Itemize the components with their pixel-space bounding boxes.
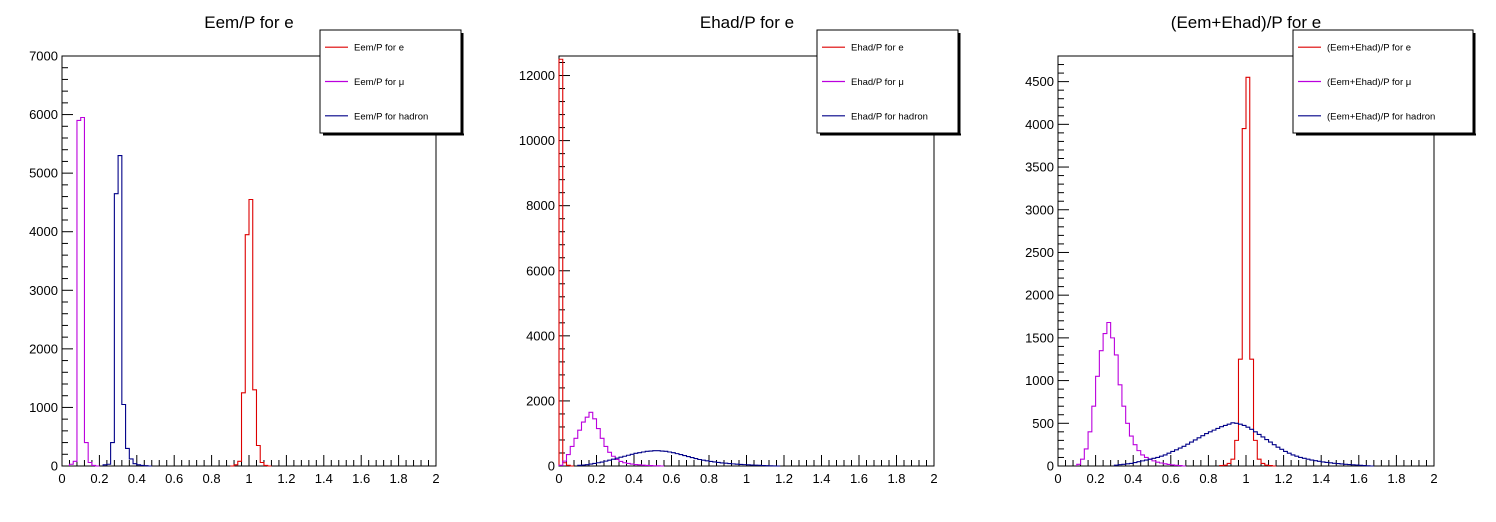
- chart-title: Eem/P for e: [204, 13, 293, 32]
- histogram-series-2: [68, 116, 100, 467]
- legend-label-2: Eem/P for μ: [354, 77, 404, 88]
- x-tick-label: 1: [743, 471, 750, 486]
- y-tick-label: 5000: [29, 166, 58, 181]
- y-tick-label: 3000: [1025, 202, 1054, 217]
- y-tick-label: 3000: [29, 283, 58, 298]
- legend-label-1: Eem/P for e: [354, 43, 404, 54]
- x-tick-label: 0.6: [165, 471, 183, 486]
- x-tick-label: 0.8: [700, 471, 718, 486]
- y-tick-label: 1000: [29, 400, 58, 415]
- x-tick-label: 1.8: [1387, 471, 1405, 486]
- y-tick-label: 4000: [526, 328, 555, 343]
- chart-panel-2: Ehad/P for e0 0.2 0.4 0.6 0.8 1 1.2 1.4 1.6 1.8 20…: [519, 13, 961, 486]
- x-tick-label: 0.4: [128, 471, 146, 486]
- y-tick-label: 4500: [1025, 74, 1054, 89]
- x-tick-label: 0.6: [1162, 471, 1180, 486]
- chart-panel-3: (Eem+Ehad)/P for e 0 0.2 0.4 0.6 0.8 1 1.2 1.4 1.…: [1025, 13, 1476, 486]
- legend-label-2: (Eem+Ehad)/P for μ: [1327, 77, 1411, 88]
- x-tick-label: 1.6: [352, 471, 370, 486]
- y-tick-label: 0: [548, 459, 555, 474]
- x-tick-label: 1.4: [1312, 471, 1330, 486]
- x-tick-label: 1.6: [850, 471, 868, 486]
- y-tick-label: 6000: [29, 107, 58, 122]
- legend: Ehad/P for e Ehad/P for μ Ehad/P for hadro…: [816, 29, 961, 136]
- x-tick-label: 1.4: [315, 471, 333, 486]
- legend-label-1: Ehad/P for e: [851, 43, 904, 54]
- legend-label-3: Eem/P for hadron: [354, 111, 428, 122]
- x-tick-label: 1.4: [812, 471, 830, 486]
- x-tick-label: 1: [1242, 471, 1249, 486]
- histogram-series-3: [577, 450, 781, 467]
- legend: (Eem+Ehad)/P for e (Eem+Ehad)/P for μ (Eem…: [1292, 29, 1476, 136]
- y-tick-label: 4000: [1025, 117, 1054, 132]
- histogram-series-1: [1219, 76, 1277, 467]
- x-tick-label: 1.6: [1350, 471, 1368, 486]
- y-tick-label: 0: [51, 459, 58, 474]
- x-tick-label: 0.2: [1087, 471, 1105, 486]
- legend-box: [1292, 29, 1474, 134]
- legend-label-2: Ehad/P for μ: [851, 77, 904, 88]
- y-tick-label: 2000: [1025, 288, 1054, 303]
- chart-title: Ehad/P for e: [700, 13, 794, 32]
- histogram-series-1: [230, 198, 272, 467]
- histogram-series-2: [558, 411, 664, 467]
- legend-label-1: (Eem+Ehad)/P for e: [1327, 43, 1411, 54]
- x-tick-label: 1: [245, 471, 252, 486]
- x-tick-label: 0: [555, 471, 562, 486]
- x-tick-label: 2: [1430, 471, 1437, 486]
- y-tick-label: 500: [1032, 416, 1054, 431]
- y-tick-label: 1500: [1025, 330, 1054, 345]
- y-tick-label: 3500: [1025, 160, 1054, 175]
- legend: Eem/P for e Eem/P for μ Eem/P for hadron: [319, 29, 464, 136]
- x-tick-label: 0.4: [625, 471, 643, 486]
- y-tick-label: 6000: [526, 263, 555, 278]
- x-tick-label: 0.4: [1124, 471, 1142, 486]
- histogram-series-3: [102, 155, 152, 467]
- chart-panel-1: Eem/P for e 0 0.2 0.4 0.6 0.8 1 1.2 1.4 1.6 1.8 2 0 1…: [29, 13, 464, 486]
- x-tick-label: 0.2: [587, 471, 605, 486]
- y-tick-label: 1000: [1025, 373, 1054, 388]
- x-tick-label: 0: [1054, 471, 1061, 486]
- x-tick-label: 1.8: [887, 471, 905, 486]
- chart-title: (Eem+Ehad)/P for e: [1171, 13, 1321, 32]
- y-tick-label: 7000: [29, 49, 58, 64]
- legend-label-3: Ehad/P for hadron: [851, 111, 928, 122]
- x-tick-label: 0.8: [1199, 471, 1217, 486]
- x-tick-label: 2: [930, 471, 937, 486]
- y-tick-label: 2000: [526, 393, 555, 408]
- x-tick-label: 0: [58, 471, 65, 486]
- histogram-series-2: [1076, 321, 1186, 467]
- x-tick-label: 2: [432, 471, 439, 486]
- x-tick-label: 1.2: [277, 471, 295, 486]
- y-tick-label: 2500: [1025, 245, 1054, 260]
- y-tick-label: 12000: [519, 68, 555, 83]
- x-tick-label: 0.8: [203, 471, 221, 486]
- y-tick-label: 4000: [29, 224, 58, 239]
- x-tick-label: 0.2: [90, 471, 108, 486]
- x-tick-label: 1.2: [1275, 471, 1293, 486]
- x-tick-label: 1.8: [390, 471, 408, 486]
- y-tick-label: 10000: [519, 133, 555, 148]
- histogram-series-1: [558, 58, 574, 467]
- x-tick-label: 0.6: [662, 471, 680, 486]
- histogram-series-3: [1113, 422, 1374, 467]
- y-tick-label: 8000: [526, 198, 555, 213]
- y-tick-label: 2000: [29, 341, 58, 356]
- y-tick-label: 0: [1047, 459, 1054, 474]
- x-tick-label: 1.2: [775, 471, 793, 486]
- legend-label-3: (Eem+Ehad)/P for hadron: [1327, 111, 1435, 122]
